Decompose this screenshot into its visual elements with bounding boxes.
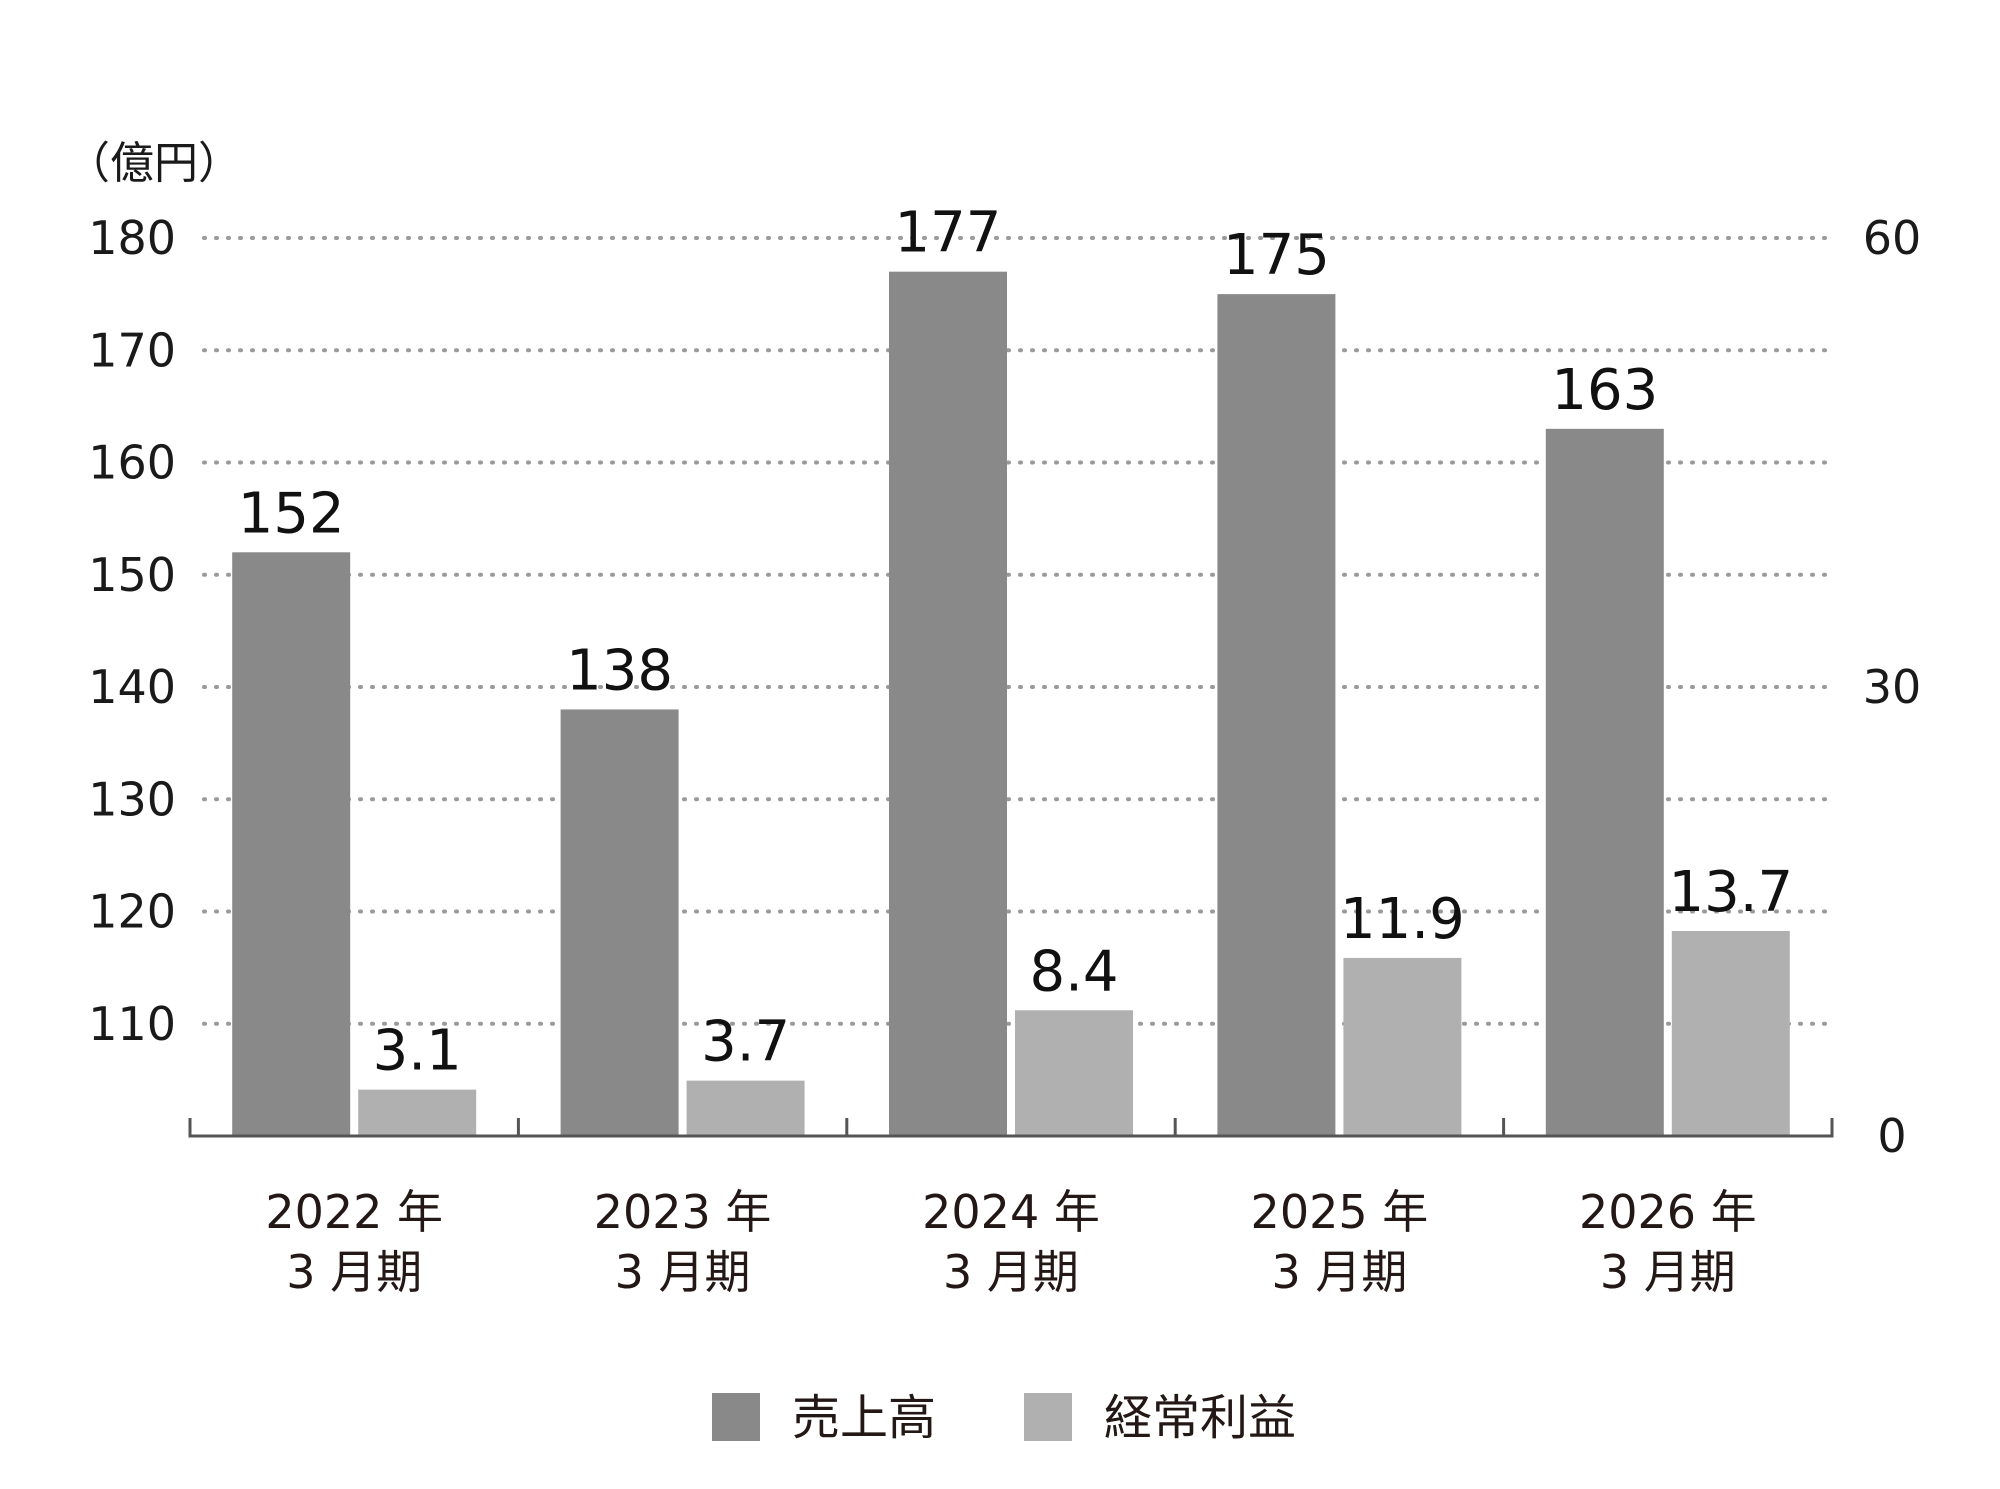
y-right-tick-label: 30 [1863, 660, 1922, 714]
y-left-tick-label: 120 [88, 885, 176, 939]
legend-swatch-ordinary-profit [1024, 1393, 1072, 1441]
category-label: 3 月期 [943, 1245, 1079, 1299]
bar-sales [1545, 428, 1664, 1136]
category-labels: 2022 年 3 月期 2023 年 3 月期 2024 年 3 月期 2025 年 3 月期… [265, 1185, 1756, 1299]
category-label: 3 月期 [615, 1245, 751, 1299]
value-label-ordinary-profit: 8.4 [1029, 939, 1118, 1004]
value-label-sales: 177 [895, 201, 1002, 266]
value-label-ordinary-profit: 11.9 [1340, 887, 1465, 952]
category-label: 2025 年 [1251, 1185, 1429, 1239]
bar-ordinary-profit [358, 1089, 477, 1136]
category-label: 3 月期 [1600, 1245, 1736, 1299]
x-axis [188, 1118, 1834, 1138]
legend-label-ordinary-profit: 経常利益 [1104, 1390, 1296, 1446]
bar-ordinary-profit [686, 1080, 805, 1136]
y-axis-right: 0 30 60 [1863, 211, 1922, 1163]
y-right-tick-label: 60 [1863, 211, 1922, 265]
bar-sales [560, 709, 679, 1136]
value-label-sales: 138 [566, 638, 673, 703]
y-left-tick-label: 140 [88, 660, 176, 714]
bars [232, 271, 1790, 1136]
value-label-ordinary-profit: 3.7 [701, 1010, 790, 1075]
y-left-tick-label: 150 [88, 548, 176, 602]
value-label-sales: 152 [238, 481, 345, 546]
category-label: 2023 年 [594, 1185, 772, 1239]
category-label: 2024 年 [922, 1185, 1100, 1239]
y-axis-left: 110 120 130 140 150 160 170 180 [88, 211, 176, 1051]
bar-ordinary-profit [1343, 957, 1462, 1136]
y-right-tick-label: 0 [1877, 1109, 1906, 1163]
y-left-tick-label: 130 [88, 772, 176, 826]
legend-label-sales: 売上高 [792, 1390, 936, 1446]
category-label: 2026 年 [1579, 1185, 1757, 1239]
bar-ordinary-profit [1671, 930, 1790, 1136]
value-label-sales: 175 [1223, 223, 1330, 288]
bar-sales [232, 552, 351, 1136]
y-left-tick-label: 110 [88, 997, 176, 1051]
category-label: 3 月期 [286, 1245, 422, 1299]
x-axis-line [188, 1118, 1834, 1138]
bar-ordinary-profit [1015, 1010, 1133, 1136]
y-left-tick-label: 170 [88, 323, 176, 377]
bar-sales [889, 271, 1007, 1136]
value-labels: 152 3.1 138 3.7 177 8.4 175 11.9 163 13.7 [238, 201, 1793, 1084]
value-label-ordinary-profit: 3.1 [373, 1019, 462, 1084]
y-left-tick-label: 160 [88, 436, 176, 490]
bar-sales [1217, 294, 1336, 1136]
category-label: 2022 年 [265, 1185, 443, 1239]
value-label-sales: 163 [1551, 358, 1658, 423]
y-left-tick-label: 180 [88, 211, 176, 265]
legend: 売上高 経常利益 [712, 1390, 1296, 1446]
category-label: 3 月期 [1271, 1245, 1407, 1299]
legend-swatch-sales [712, 1393, 760, 1441]
value-label-ordinary-profit: 13.7 [1668, 860, 1793, 925]
unit-label: （億円） [66, 138, 242, 189]
